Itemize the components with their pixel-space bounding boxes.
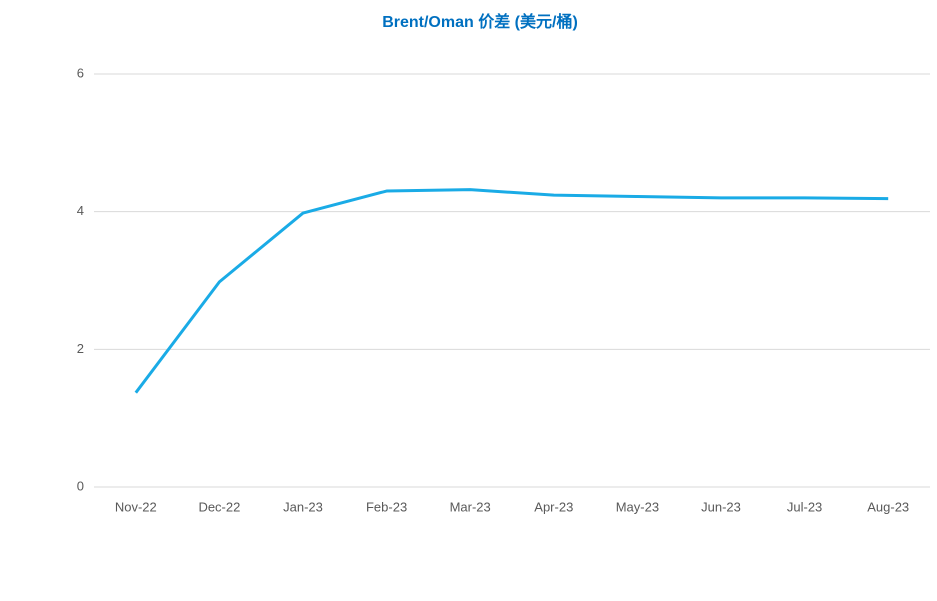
x-tick-label: May-23 [616, 499, 659, 514]
x-tick-label: Feb-23 [366, 499, 407, 514]
x-tick-label: Jul-23 [787, 499, 822, 514]
y-tick-label: 6 [77, 65, 84, 80]
x-tick-label: Dec-22 [198, 499, 240, 514]
y-tick-label: 2 [77, 341, 84, 356]
x-tick-label: Aug-23 [867, 499, 909, 514]
y-tick-label: 0 [77, 478, 84, 493]
x-tick-label: Mar-23 [450, 499, 491, 514]
x-tick-label: Apr-23 [534, 499, 573, 514]
chart-title: Brent/Oman 价差 (美元/桶) [382, 12, 578, 31]
x-tick-label: Jun-23 [701, 499, 741, 514]
x-tick-label: Nov-22 [115, 499, 157, 514]
data-line [134, 188, 889, 394]
x-tick-label: Jan-23 [283, 499, 323, 514]
y-tick-label: 4 [77, 203, 84, 218]
